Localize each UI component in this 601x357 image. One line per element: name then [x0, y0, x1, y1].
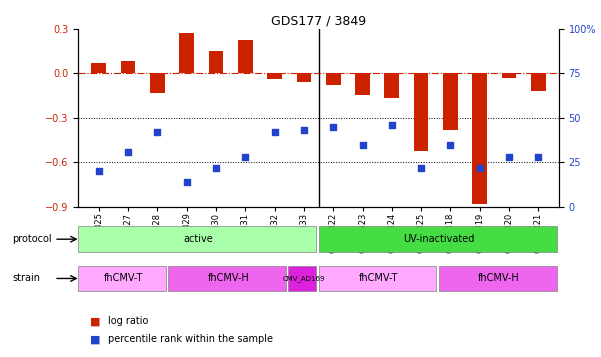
Point [211, 165, 221, 171]
Text: fhCMV-T: fhCMV-T [359, 273, 398, 283]
Bar [531, 73, 546, 91]
Bar [385, 73, 399, 99]
Bar [238, 40, 252, 73]
Bar [150, 73, 165, 92]
Point [446, 142, 456, 147]
FancyBboxPatch shape [78, 266, 166, 291]
Text: active: active [183, 234, 213, 244]
FancyBboxPatch shape [439, 266, 557, 291]
Point [534, 154, 543, 160]
FancyBboxPatch shape [319, 226, 557, 252]
FancyBboxPatch shape [288, 266, 316, 291]
Bar [414, 73, 429, 151]
Bar [502, 73, 516, 77]
Text: ■: ■ [90, 334, 100, 344]
Bar [326, 73, 341, 85]
Point [504, 154, 514, 160]
Bar [472, 73, 487, 204]
Point [416, 165, 426, 171]
Text: strain: strain [12, 273, 40, 283]
Bar [209, 51, 223, 73]
Text: CMV_AD169: CMV_AD169 [282, 275, 325, 282]
Point [270, 129, 279, 135]
Text: fhCMV-H: fhCMV-H [478, 273, 520, 283]
Point [123, 149, 133, 155]
Bar [267, 73, 282, 79]
Bar [296, 73, 311, 82]
Bar [179, 33, 194, 73]
Point [328, 124, 338, 130]
Point [153, 129, 162, 135]
Point [475, 165, 484, 171]
FancyBboxPatch shape [319, 266, 436, 291]
Text: ■: ■ [90, 316, 100, 326]
Text: GDS177 / 3849: GDS177 / 3849 [271, 14, 366, 27]
FancyBboxPatch shape [168, 266, 286, 291]
Bar [443, 73, 458, 130]
Text: log ratio: log ratio [108, 316, 148, 326]
Text: percentile rank within the sample: percentile rank within the sample [108, 334, 273, 344]
Text: fhCMV-T: fhCMV-T [103, 273, 143, 283]
Bar [121, 61, 135, 73]
Text: UV-inactivated: UV-inactivated [403, 234, 474, 244]
Text: fhCMV-H: fhCMV-H [207, 273, 249, 283]
Point [240, 154, 250, 160]
Bar [91, 63, 106, 73]
Point [358, 142, 367, 147]
Bar [355, 73, 370, 95]
Text: protocol: protocol [12, 234, 52, 244]
Point [94, 169, 103, 174]
FancyBboxPatch shape [78, 226, 316, 252]
Point [182, 179, 191, 185]
Point [299, 127, 309, 133]
Point [387, 122, 397, 128]
